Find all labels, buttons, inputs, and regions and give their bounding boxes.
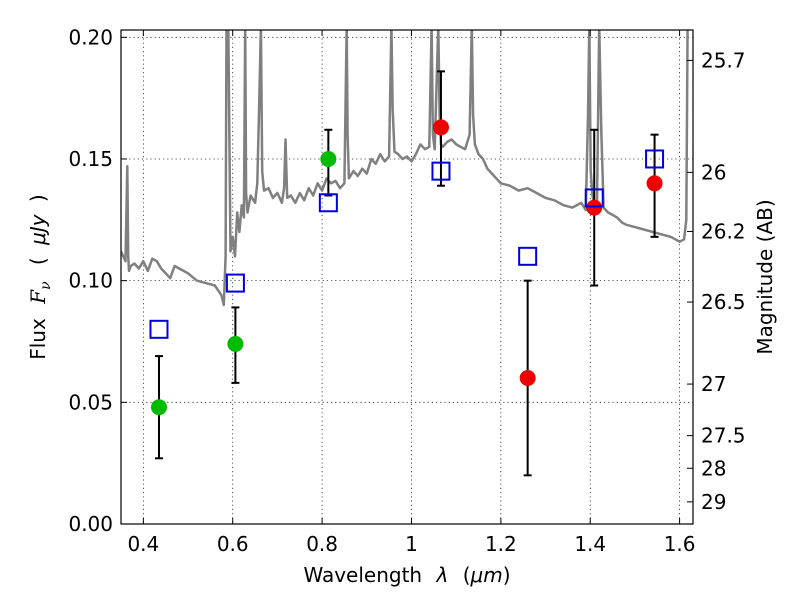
photometry-markers [149,119,665,416]
x-tick-label: 0.6 [217,532,249,556]
y-axis-label: Flux Fν ( μJy ) [26,194,55,360]
data-point [320,150,337,167]
x-axis-ticks: 0.4 0.6 0.8 1 1.2 1.4 1.6 [127,30,696,556]
y2-tick-label: 29 [701,490,726,514]
y-tick-label: 0.00 [68,512,113,536]
model-point [584,188,604,208]
x-axis-label: Wavelength λ (μm) [303,563,510,587]
y2-tick-label: 25.7 [701,48,746,72]
y2-tick-label: 26.5 [701,290,746,314]
y2-tick-label: 27.5 [701,424,746,448]
data-point [150,399,167,416]
plot-frame [120,29,694,525]
x-tick-label: 1.2 [485,532,517,556]
model-point [645,149,665,169]
x-tick-label: 1.4 [574,532,606,556]
y2-axis-label: Magnitude (AB) [753,199,777,354]
model-point [518,246,538,266]
y2-tick-label: 26 [701,160,726,184]
y-axis-ticks: 0.00 0.05 0.10 0.15 0.20 [68,25,127,536]
x-tick-label: 1.6 [664,532,696,556]
data-point [227,335,244,352]
y-tick-label: 0.05 [68,390,113,414]
model-point [318,193,338,213]
data-point [432,119,449,136]
y-tick-label: 0.20 [68,25,113,49]
model-spectrum-line [121,30,689,307]
gridlines [121,30,693,525]
y-tick-label: 0.10 [68,269,113,293]
y2-tick-label: 28 [701,456,726,480]
model-point [149,319,169,339]
y-tick-label: 0.15 [68,147,113,171]
data-point [646,175,663,192]
x-tick-label: 1 [405,532,418,556]
data-point [586,199,603,216]
y2-tick-label: 26.2 [701,219,746,243]
data-point [519,369,536,386]
model-point [431,161,451,181]
y2-axis-ticks: 25.7 26 26.2 26.5 27 27.5 28 29 [687,48,746,514]
x-tick-label: 0.8 [306,532,338,556]
model-point [225,273,245,293]
x-tick-label: 0.4 [127,532,159,556]
y2-tick-label: 27 [701,372,726,396]
